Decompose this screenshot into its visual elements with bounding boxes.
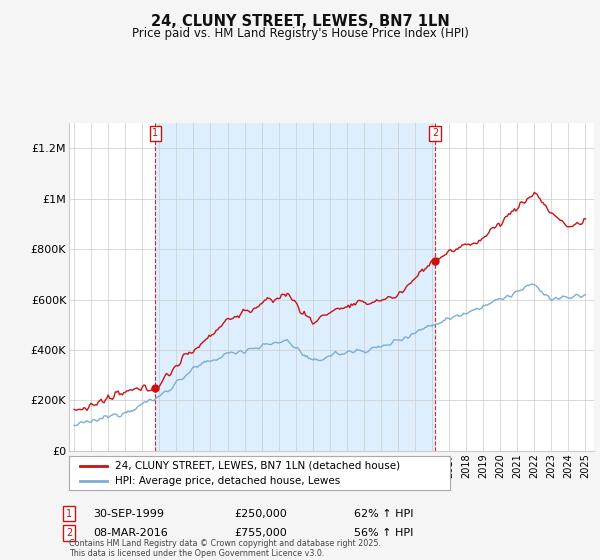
- Text: Price paid vs. HM Land Registry's House Price Index (HPI): Price paid vs. HM Land Registry's House …: [131, 27, 469, 40]
- Text: £755,000: £755,000: [234, 528, 287, 538]
- Text: 30-SEP-1999: 30-SEP-1999: [93, 508, 164, 519]
- Text: 2: 2: [66, 528, 72, 538]
- Text: 62% ↑ HPI: 62% ↑ HPI: [354, 508, 413, 519]
- Text: 1: 1: [152, 128, 158, 138]
- Text: £250,000: £250,000: [234, 508, 287, 519]
- Text: 1: 1: [66, 508, 72, 519]
- Text: 2: 2: [432, 128, 438, 138]
- Text: 24, CLUNY STREET, LEWES, BN7 1LN: 24, CLUNY STREET, LEWES, BN7 1LN: [151, 14, 449, 29]
- Text: 08-MAR-2016: 08-MAR-2016: [93, 528, 168, 538]
- Text: 56% ↑ HPI: 56% ↑ HPI: [354, 528, 413, 538]
- Bar: [155, 123, 435, 451]
- Text: 24, CLUNY STREET, LEWES, BN7 1LN (detached house): 24, CLUNY STREET, LEWES, BN7 1LN (detach…: [115, 461, 400, 471]
- Text: Contains HM Land Registry data © Crown copyright and database right 2025.
This d: Contains HM Land Registry data © Crown c…: [69, 539, 381, 558]
- Text: HPI: Average price, detached house, Lewes: HPI: Average price, detached house, Lewe…: [115, 475, 340, 486]
